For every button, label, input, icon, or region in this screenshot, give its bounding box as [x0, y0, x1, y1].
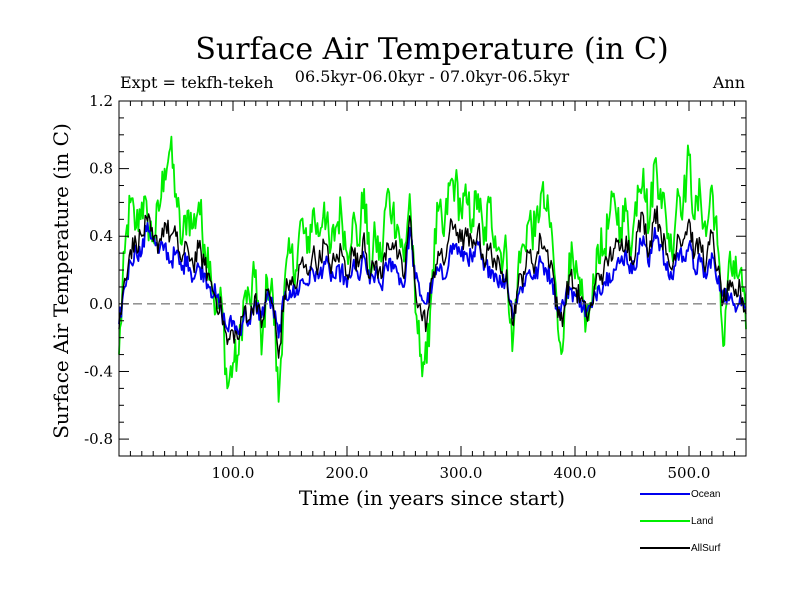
x-tick-label: 300.0: [440, 464, 483, 482]
x-tick-label: 400.0: [554, 464, 597, 482]
series-line-allsurf: [118, 205, 747, 359]
y-tick-label: -0.8: [84, 430, 113, 448]
plot-frame: [118, 100, 747, 457]
series-line-land: [118, 135, 747, 403]
y-tick-label: 0.8: [89, 160, 113, 178]
legend-label-ocean: Ocean: [691, 489, 720, 500]
x-axis-label: Time (in years since start): [299, 486, 565, 510]
season-label: Ann: [712, 73, 745, 92]
series-line-ocean: [118, 221, 747, 339]
legend: Ocean Land AllSurf: [640, 489, 721, 554]
chart-subtitle: 06.5kyr-06.0kyr - 07.0kyr-06.5kyr: [295, 67, 570, 86]
x-tick-label: 200.0: [326, 464, 369, 482]
experiment-label: Expt = tekfh-tekeh: [120, 73, 274, 92]
y-tick-label: -0.4: [84, 362, 113, 380]
y-axis-label: Surface Air Temperature (in C): [49, 123, 73, 439]
plot-area: 100.0 200.0 300.0 400.0 500.0 -0.8 -0.4 0.0 0.4 0…: [84, 92, 747, 482]
chart-title: Surface Air Temperature (in C): [195, 32, 668, 67]
legend-label-allsurf: AllSurf: [691, 543, 721, 554]
y-tick-label: 1.2: [89, 92, 113, 110]
axis-ticks: 100.0 200.0 300.0 400.0 500.0 -0.8 -0.4 0.0 0.4 0…: [84, 92, 746, 482]
x-tick-label: 100.0: [212, 464, 255, 482]
series-layer: [118, 135, 747, 403]
y-tick-label: 0.4: [89, 227, 113, 245]
y-tick-label: 0.0: [89, 295, 113, 313]
x-tick-label: 500.0: [668, 464, 711, 482]
legend-label-land: Land: [691, 516, 713, 527]
